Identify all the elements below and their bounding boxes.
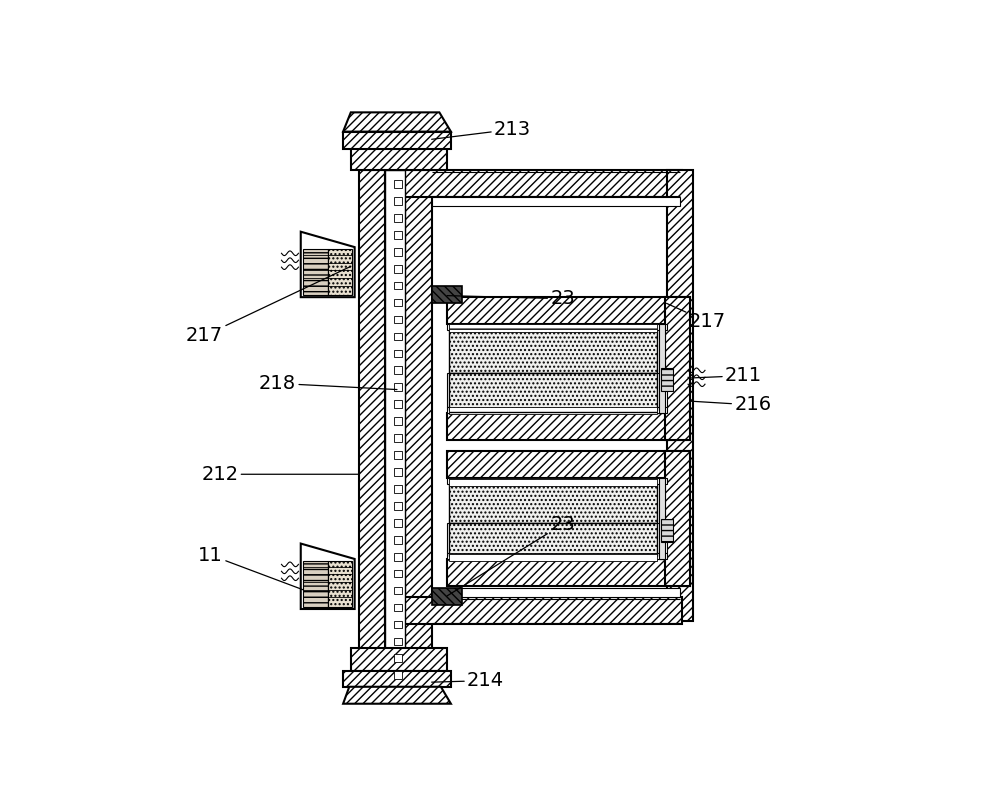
Polygon shape <box>665 451 690 586</box>
Bar <box>394 434 402 442</box>
Text: 217: 217 <box>666 303 726 331</box>
Bar <box>447 324 666 330</box>
Bar <box>394 553 402 561</box>
Bar <box>447 553 666 559</box>
Bar <box>449 330 657 372</box>
Bar <box>394 316 402 323</box>
Bar <box>394 299 402 306</box>
Bar <box>449 523 657 556</box>
Bar <box>394 621 402 629</box>
Polygon shape <box>447 413 690 440</box>
Bar <box>432 588 680 597</box>
Polygon shape <box>432 588 462 605</box>
Polygon shape <box>351 647 447 671</box>
Bar <box>447 406 666 413</box>
Polygon shape <box>358 170 385 678</box>
Bar <box>394 265 402 272</box>
Bar <box>449 484 657 523</box>
Text: 23: 23 <box>447 289 575 308</box>
Bar <box>328 249 352 295</box>
Bar <box>394 570 402 578</box>
Text: 217: 217 <box>186 267 351 345</box>
Bar <box>449 478 657 486</box>
Bar <box>449 553 657 561</box>
Polygon shape <box>343 671 451 687</box>
Bar <box>394 333 402 340</box>
Bar <box>394 417 402 425</box>
Bar <box>394 248 402 255</box>
Polygon shape <box>351 147 447 170</box>
Polygon shape <box>665 297 690 440</box>
Bar <box>449 406 657 415</box>
Polygon shape <box>447 297 690 324</box>
Bar <box>394 231 402 238</box>
Text: 23: 23 <box>447 515 575 596</box>
Polygon shape <box>301 232 355 297</box>
Bar <box>394 536 402 544</box>
Text: 218: 218 <box>259 374 397 393</box>
Bar <box>394 384 402 391</box>
Bar <box>659 324 665 413</box>
Bar <box>394 654 402 662</box>
Bar <box>394 367 402 374</box>
Bar <box>394 197 402 204</box>
Polygon shape <box>343 687 451 704</box>
Text: 216: 216 <box>690 395 771 415</box>
Bar <box>394 604 402 612</box>
Polygon shape <box>385 170 682 197</box>
Text: 213: 213 <box>432 120 531 139</box>
Bar <box>394 282 402 289</box>
Bar <box>394 485 402 493</box>
Bar <box>447 372 666 406</box>
Bar <box>447 478 666 484</box>
Bar <box>394 502 402 510</box>
Bar <box>394 180 402 187</box>
Text: 212: 212 <box>201 465 358 484</box>
Polygon shape <box>385 597 682 625</box>
Bar <box>449 324 657 332</box>
Polygon shape <box>301 544 355 609</box>
Bar <box>303 561 328 607</box>
Polygon shape <box>343 132 451 149</box>
Bar <box>447 523 666 553</box>
Bar <box>394 451 402 459</box>
Text: 214: 214 <box>432 671 504 690</box>
Bar <box>394 638 402 646</box>
Text: 211: 211 <box>690 366 762 385</box>
Bar <box>394 400 402 408</box>
Bar <box>659 478 665 559</box>
Polygon shape <box>666 170 693 621</box>
Polygon shape <box>432 285 462 303</box>
Text: 11: 11 <box>198 545 303 590</box>
Bar <box>449 372 657 410</box>
Polygon shape <box>405 170 432 678</box>
Bar <box>303 249 328 295</box>
Bar <box>394 214 402 221</box>
Bar <box>394 519 402 527</box>
Bar <box>394 468 402 476</box>
Bar <box>394 350 402 357</box>
Bar <box>432 197 680 206</box>
Bar <box>385 170 405 678</box>
Polygon shape <box>343 112 451 132</box>
Bar <box>394 587 402 595</box>
Bar <box>661 519 673 542</box>
Polygon shape <box>447 559 690 586</box>
Polygon shape <box>447 451 690 478</box>
Bar <box>328 561 352 607</box>
Bar <box>394 671 402 679</box>
Bar <box>661 368 673 391</box>
